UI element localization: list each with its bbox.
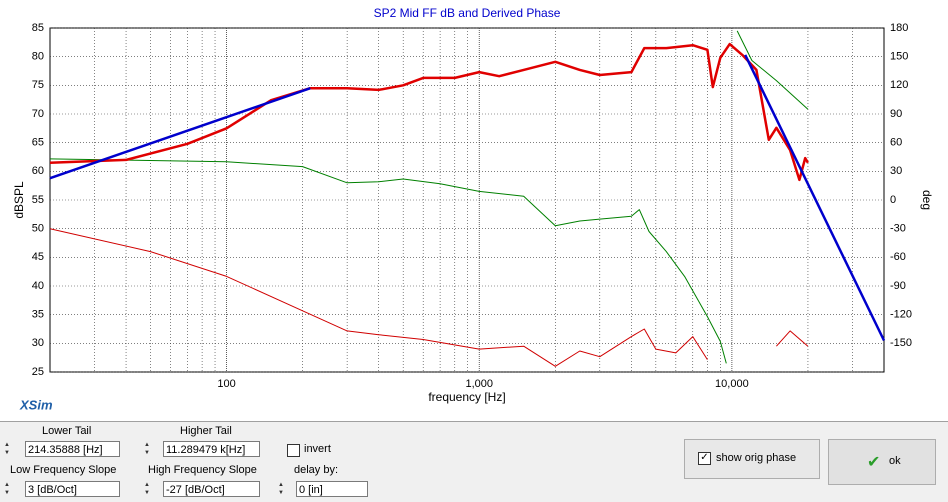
y2-tick-label: 30 bbox=[890, 165, 902, 177]
y-tick-label: 75 bbox=[32, 79, 44, 91]
y-tick-label: 80 bbox=[32, 51, 44, 63]
label: High Frequency Slope bbox=[148, 464, 257, 476]
y2-tick-label: -90 bbox=[890, 280, 906, 292]
x-axis-label: frequency [Hz] bbox=[428, 390, 505, 404]
y2-tick-label: 90 bbox=[890, 108, 902, 120]
y-tick-label: 70 bbox=[32, 108, 44, 120]
y2-tick-label: 150 bbox=[890, 51, 908, 63]
y-tick-label: 25 bbox=[32, 366, 44, 378]
y2-tick-label: 60 bbox=[890, 137, 902, 149]
spinner[interactable]: ▲ ▼ bbox=[278, 482, 284, 496]
input[interactable]: 214.35888 [Hz] bbox=[25, 441, 120, 457]
chart-title: SP2 Mid FF dB and Derived Phase bbox=[374, 6, 561, 20]
y2-tick-label: -30 bbox=[890, 223, 906, 235]
y2-tick-label: 120 bbox=[890, 79, 908, 91]
input[interactable]: -27 [dB/Oct] bbox=[163, 481, 260, 497]
series-line bbox=[49, 30, 809, 364]
y-tick-label: 40 bbox=[32, 280, 44, 292]
label: show orig phase bbox=[716, 452, 797, 464]
y-tick-label: 45 bbox=[32, 251, 44, 263]
checkbox[interactable]: ✓ bbox=[698, 452, 711, 465]
y-tick-label: 60 bbox=[32, 165, 44, 177]
label: delay by: bbox=[294, 464, 339, 476]
spinner[interactable]: ▲ ▼ bbox=[4, 442, 10, 456]
checkbox[interactable] bbox=[287, 444, 300, 457]
y2-tick-label: 180 bbox=[890, 22, 908, 34]
check-icon: ✔ bbox=[867, 454, 881, 471]
input[interactable]: 11.289479 k[Hz] bbox=[163, 441, 260, 457]
y2-tick-label: 0 bbox=[890, 194, 896, 206]
label: Low Frequency Slope bbox=[10, 464, 117, 476]
label: invert bbox=[304, 443, 331, 455]
y-tick-label: 85 bbox=[32, 22, 44, 34]
spinner[interactable]: ▲ ▼ bbox=[144, 482, 150, 496]
ok-button[interactable]: ✔ ok bbox=[828, 439, 936, 485]
logo: XSim bbox=[19, 397, 53, 412]
spinner[interactable]: ▲ ▼ bbox=[4, 482, 10, 496]
spinner[interactable]: ▲ ▼ bbox=[144, 442, 150, 456]
label: Lower Tail bbox=[42, 425, 92, 437]
chart: SP2 Mid FF dB and Derived Phase frequenc… bbox=[12, 6, 934, 412]
y-tick-label: 65 bbox=[32, 137, 44, 149]
y2-axis-label: deg bbox=[920, 190, 934, 210]
y-tick-label: 35 bbox=[32, 309, 44, 321]
input[interactable]: 0 [in] bbox=[296, 481, 368, 497]
series-line bbox=[49, 54, 886, 342]
series-line bbox=[49, 42, 809, 182]
y2-tick-label: -120 bbox=[890, 309, 912, 321]
series-line bbox=[49, 228, 809, 367]
button-label: ok bbox=[889, 455, 901, 467]
y2-tick-label: -150 bbox=[890, 337, 912, 349]
x-tick-label: 10,000 bbox=[715, 378, 749, 390]
control-panel: Lower Tail ▲ ▼ 214.35888 [Hz] Higher Tail… bbox=[0, 421, 948, 502]
label: Higher Tail bbox=[180, 425, 232, 437]
input[interactable]: 3 [dB/Oct] bbox=[25, 481, 120, 497]
x-tick-label: 100 bbox=[217, 378, 235, 390]
x-tick-label: 1,000 bbox=[465, 378, 493, 390]
y-tick-label: 55 bbox=[32, 194, 44, 206]
y-tick-label: 30 bbox=[32, 337, 44, 349]
y2-tick-label: -60 bbox=[890, 251, 906, 263]
y-tick-label: 50 bbox=[32, 223, 44, 235]
y-axis-label: dBSPL bbox=[12, 181, 26, 219]
